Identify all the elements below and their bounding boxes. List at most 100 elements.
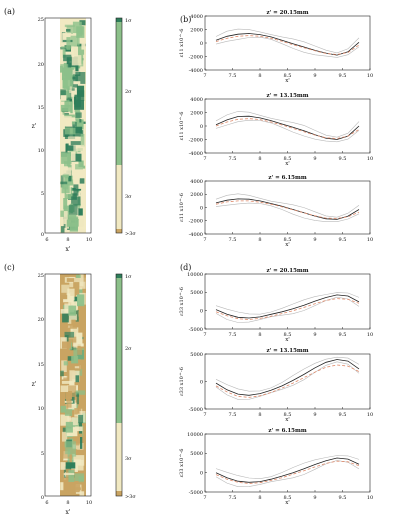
chart-band-upper (215, 455, 360, 480)
map-patch (75, 185, 86, 189)
chart-ytick-label: -2000 (189, 219, 203, 225)
map-patch (69, 222, 78, 232)
chart-series-solid (215, 115, 360, 140)
map-patch (71, 46, 78, 57)
chart-frame (204, 273, 371, 330)
colorbar-a-label-4: >3σ (125, 231, 136, 237)
map-patch (64, 24, 75, 28)
chart-frame (204, 353, 371, 410)
map-patch (72, 126, 83, 134)
map-patch (71, 484, 74, 489)
map-a-xtick-8: 8 (66, 237, 69, 243)
map-patch (72, 77, 76, 80)
chart-xtick-label: 9.5 (339, 412, 347, 418)
map-a (44, 17, 92, 234)
chart-title: z' = 20.15mm (266, 10, 308, 16)
chart-ytick-label: 0 (200, 124, 203, 130)
map-c-ytick-10: 10 (38, 406, 44, 412)
map-patch (72, 487, 81, 490)
chart-ytick-label: -5000 (189, 407, 203, 413)
chart-series-solid (215, 294, 360, 319)
map-patch (60, 292, 67, 298)
colorbar-c-2sigma (116, 278, 122, 423)
chart-xtick-label: 9.5 (339, 332, 347, 338)
chart-ytick-label: 0 (200, 470, 203, 476)
map-c-xtick-8: 8 (66, 500, 69, 506)
chart-series-dashed (215, 35, 360, 55)
panel-label-b: (b) (180, 15, 191, 24)
map-patch (63, 54, 72, 62)
chart-xtick-label: 7.5 (229, 237, 237, 243)
map-patch (74, 359, 81, 371)
colorbar-c-1sigma (116, 274, 122, 278)
map-a-patches (60, 20, 86, 233)
colorbar-a-frame (115, 17, 123, 234)
map-patch (75, 375, 80, 383)
chart-xtick-label: 10 (367, 412, 373, 418)
map-a-ytick-25: 25 (38, 17, 44, 23)
map-patch (68, 305, 77, 316)
map-c-ylabel: z' (32, 381, 37, 388)
map-c-xtick-6: 6 (45, 500, 48, 506)
map-c-xlabel: x' (65, 509, 70, 516)
map-patch (63, 85, 71, 90)
map-patch (63, 170, 67, 173)
map-c-axes: 0 5 10 15 20 25 6 8 10 x' z' (32, 273, 93, 516)
map-patch (77, 43, 86, 47)
map-patch (60, 414, 70, 426)
map-patch (75, 72, 86, 84)
chart-xtick-label: 8.5 (284, 156, 292, 162)
colorbar-a-label-1: 1σ (125, 18, 132, 24)
colorbar-a: 1σ 2σ 3σ >3σ (115, 17, 136, 237)
map-patch (68, 314, 77, 321)
chart-xtick-label: 7 (203, 73, 206, 79)
chart-xtick-label: 9.5 (339, 237, 347, 243)
map-patch (62, 431, 68, 442)
colorbar-a-gt3sigma (116, 229, 122, 233)
map-patch (60, 95, 67, 101)
map-patch (63, 219, 67, 224)
chart-band-lower (215, 460, 360, 488)
map-patch (69, 323, 77, 329)
chart-xtick-label: 8 (258, 237, 261, 243)
chart-title: z' = 20.15mm (266, 268, 308, 274)
chart-xtick-label: 9 (313, 495, 316, 501)
chart-xtick-label: 10 (367, 237, 373, 243)
chart-xtick-label: 7.5 (229, 412, 237, 418)
map-patch (79, 274, 84, 287)
map-patch (75, 216, 78, 226)
map-patch (66, 396, 72, 408)
chart-xtick-label: 7.5 (229, 495, 237, 501)
map-patch (67, 336, 77, 343)
map-patch (62, 32, 67, 36)
map-patch (64, 303, 70, 313)
chart-series-solid (215, 198, 360, 220)
map-c-ytick-20: 20 (38, 317, 44, 323)
map-patch (78, 160, 84, 168)
map-patch (76, 393, 79, 405)
chart-xtick-label: 9 (313, 237, 316, 243)
chart-series-dashed (215, 118, 360, 139)
map-patch (73, 96, 77, 105)
chart-ytick-label: 4000 (190, 179, 203, 185)
map-patch (71, 151, 76, 161)
chart-xtick-label: 10 (367, 495, 373, 501)
map-patch (62, 477, 69, 489)
map-patch (68, 174, 72, 182)
map-patch (77, 294, 85, 307)
map-patch (77, 90, 85, 101)
map-patch (66, 182, 74, 186)
colorbar-c: 1σ 2σ 3σ >3σ (115, 273, 136, 500)
panel-label-d: (d) (180, 263, 191, 272)
map-patch (62, 48, 66, 58)
map-patch (62, 341, 71, 349)
map-patch (73, 336, 83, 347)
colorbar-a-1sigma (116, 18, 122, 22)
map-patch (62, 450, 73, 459)
map-patch (76, 274, 81, 278)
map-patch (61, 360, 67, 372)
map-patch (78, 218, 86, 229)
chart-ytick-label: 0 (200, 205, 203, 211)
